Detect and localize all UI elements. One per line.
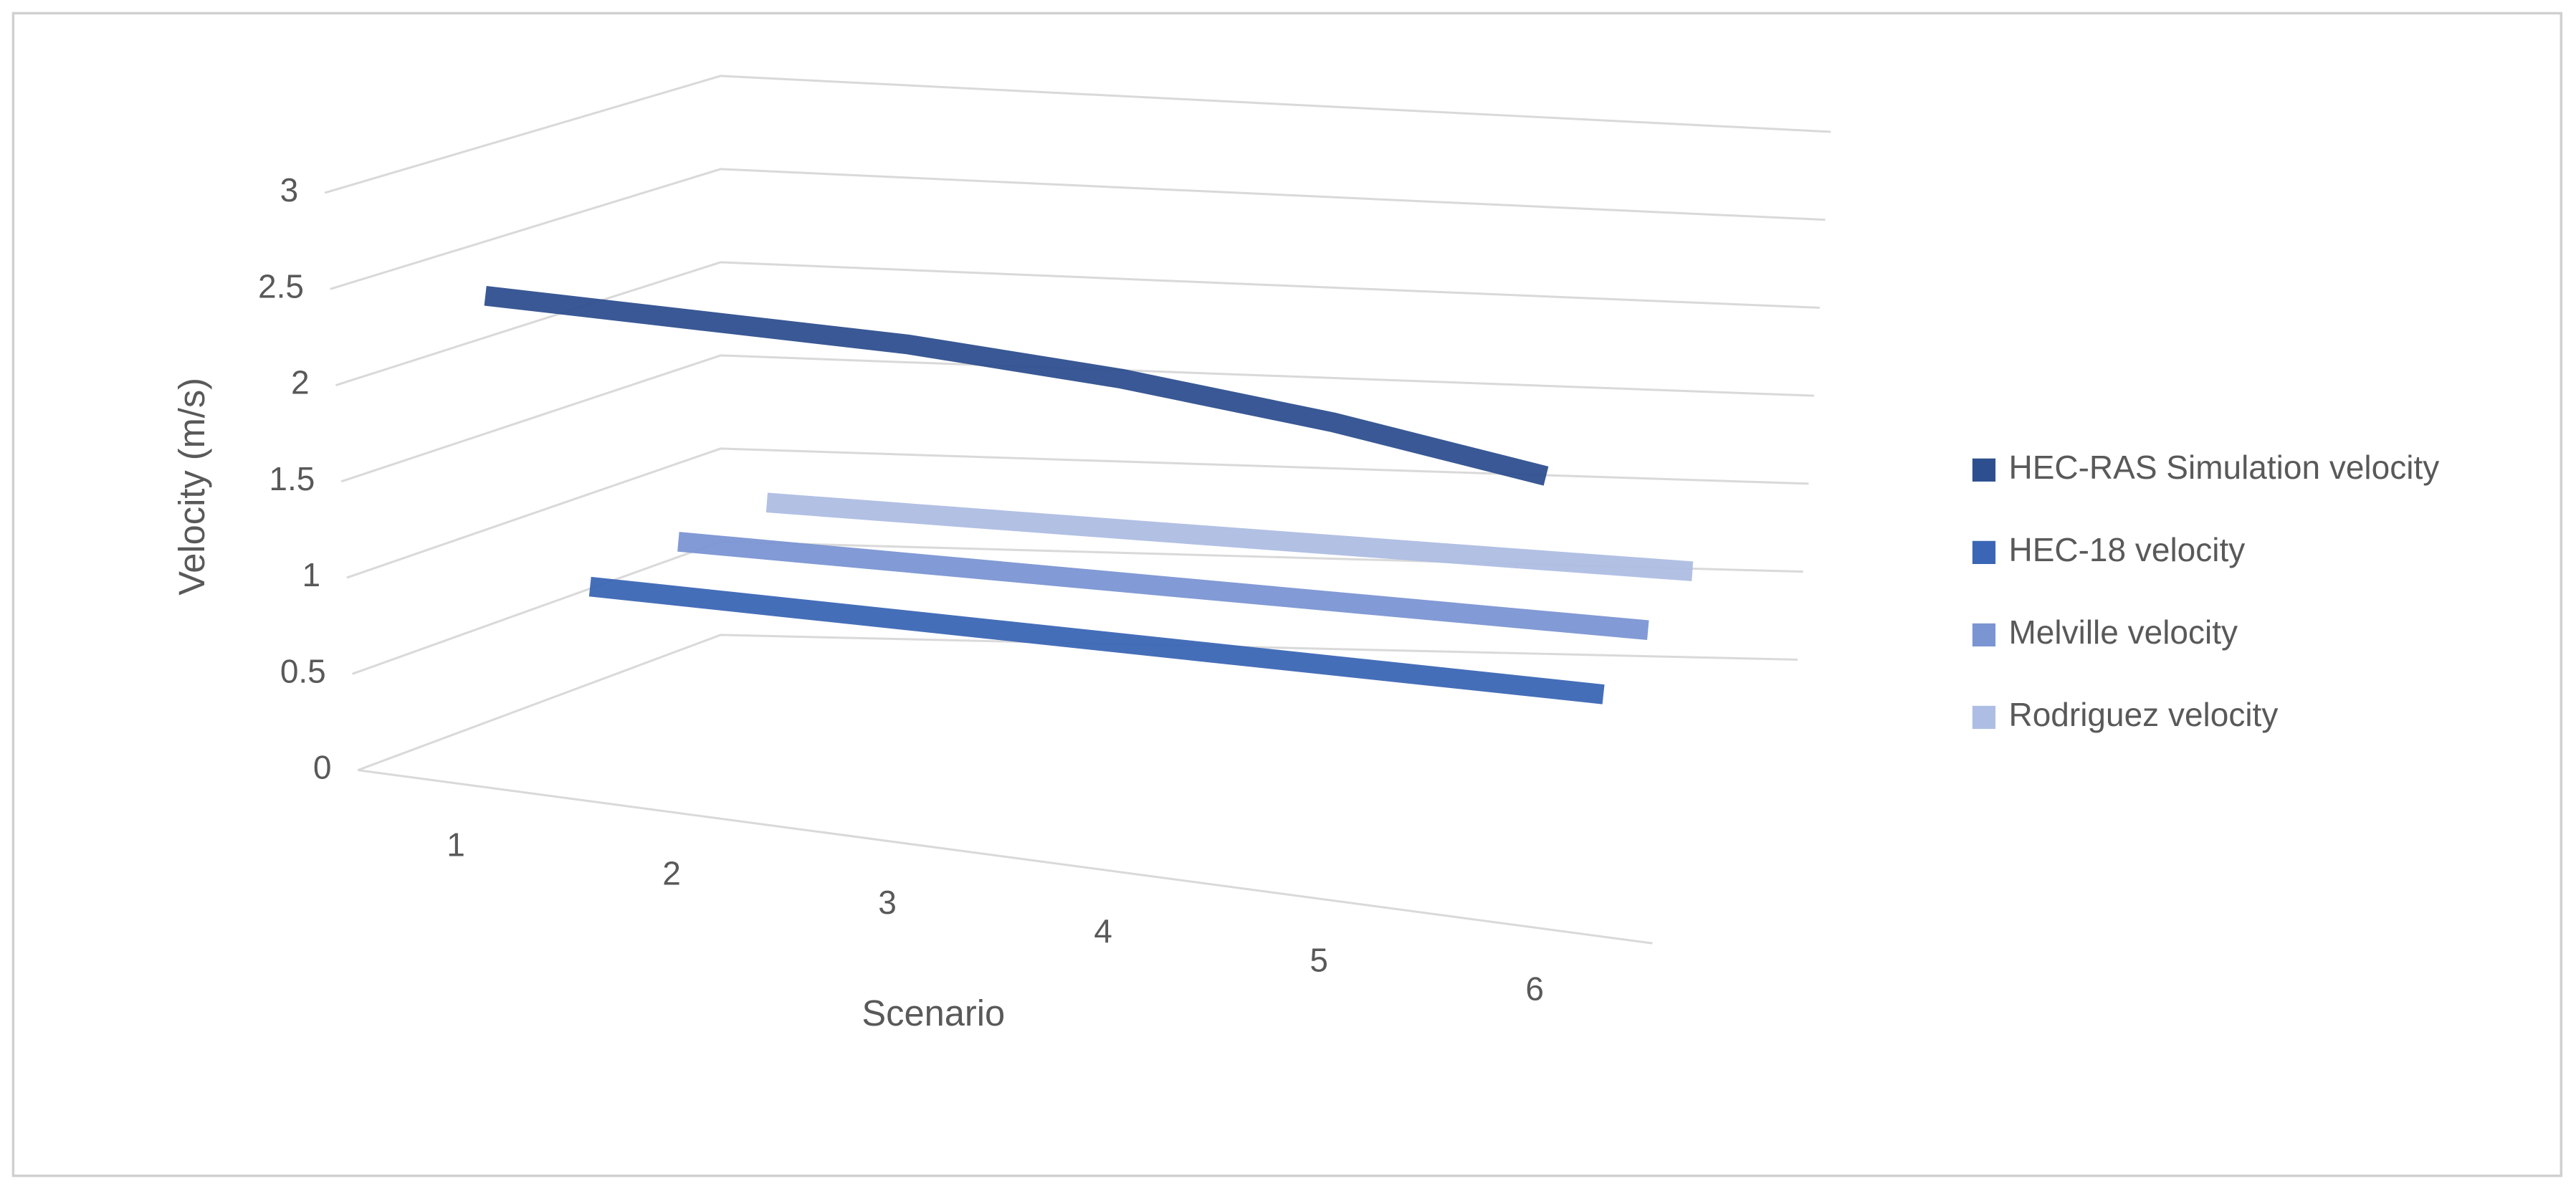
ribbon-line	[677, 532, 1649, 640]
legend-swatch	[1972, 458, 1996, 482]
y-tick-label: 0.5	[280, 652, 326, 689]
legend-label: Rodriguez velocity	[2008, 696, 2278, 733]
legend-label: Melville velocity	[2008, 613, 2238, 651]
grid-line	[340, 354, 1815, 483]
x-tick-label: 1	[447, 826, 465, 863]
legend-swatch	[1972, 540, 1996, 564]
y-tick-label: 2.5	[258, 267, 304, 305]
floor-edge	[358, 769, 1653, 945]
legend-swatch	[1972, 705, 1996, 730]
x-tick-label: 5	[1310, 941, 1328, 978]
legend-swatch	[1972, 623, 1996, 647]
y-tick-label: 1	[302, 556, 320, 593]
grid-line	[324, 75, 1831, 194]
grid-line	[346, 447, 1809, 579]
x-tick-label: 6	[1525, 970, 1544, 1008]
x-tick-label: 2	[662, 855, 681, 892]
grid-line	[357, 634, 1798, 771]
x-axis-title: Scenario	[862, 993, 1005, 1033]
y-axis-title: Velocity (m/s)	[171, 378, 212, 596]
y-tick-label: 3	[280, 171, 299, 209]
y-tick-label: 1.5	[269, 460, 315, 497]
y-tick-label: 0	[313, 749, 332, 786]
grid-line	[330, 168, 1826, 290]
legend: HEC-RAS Simulation velocity HEC-18 veloci…	[1972, 449, 2439, 733]
grid-line	[335, 261, 1820, 386]
legend-label: HEC-18 velocity	[2008, 531, 2245, 568]
ribbon-line	[484, 286, 1549, 486]
legend-label: HEC-RAS Simulation velocity	[2008, 449, 2439, 486]
ribbon-line	[588, 576, 1605, 705]
ribbon-line	[765, 492, 1694, 581]
x-tick-label: 4	[1094, 912, 1112, 950]
y-tick-label: 2	[291, 364, 310, 401]
x-tick-label: 3	[878, 884, 897, 921]
